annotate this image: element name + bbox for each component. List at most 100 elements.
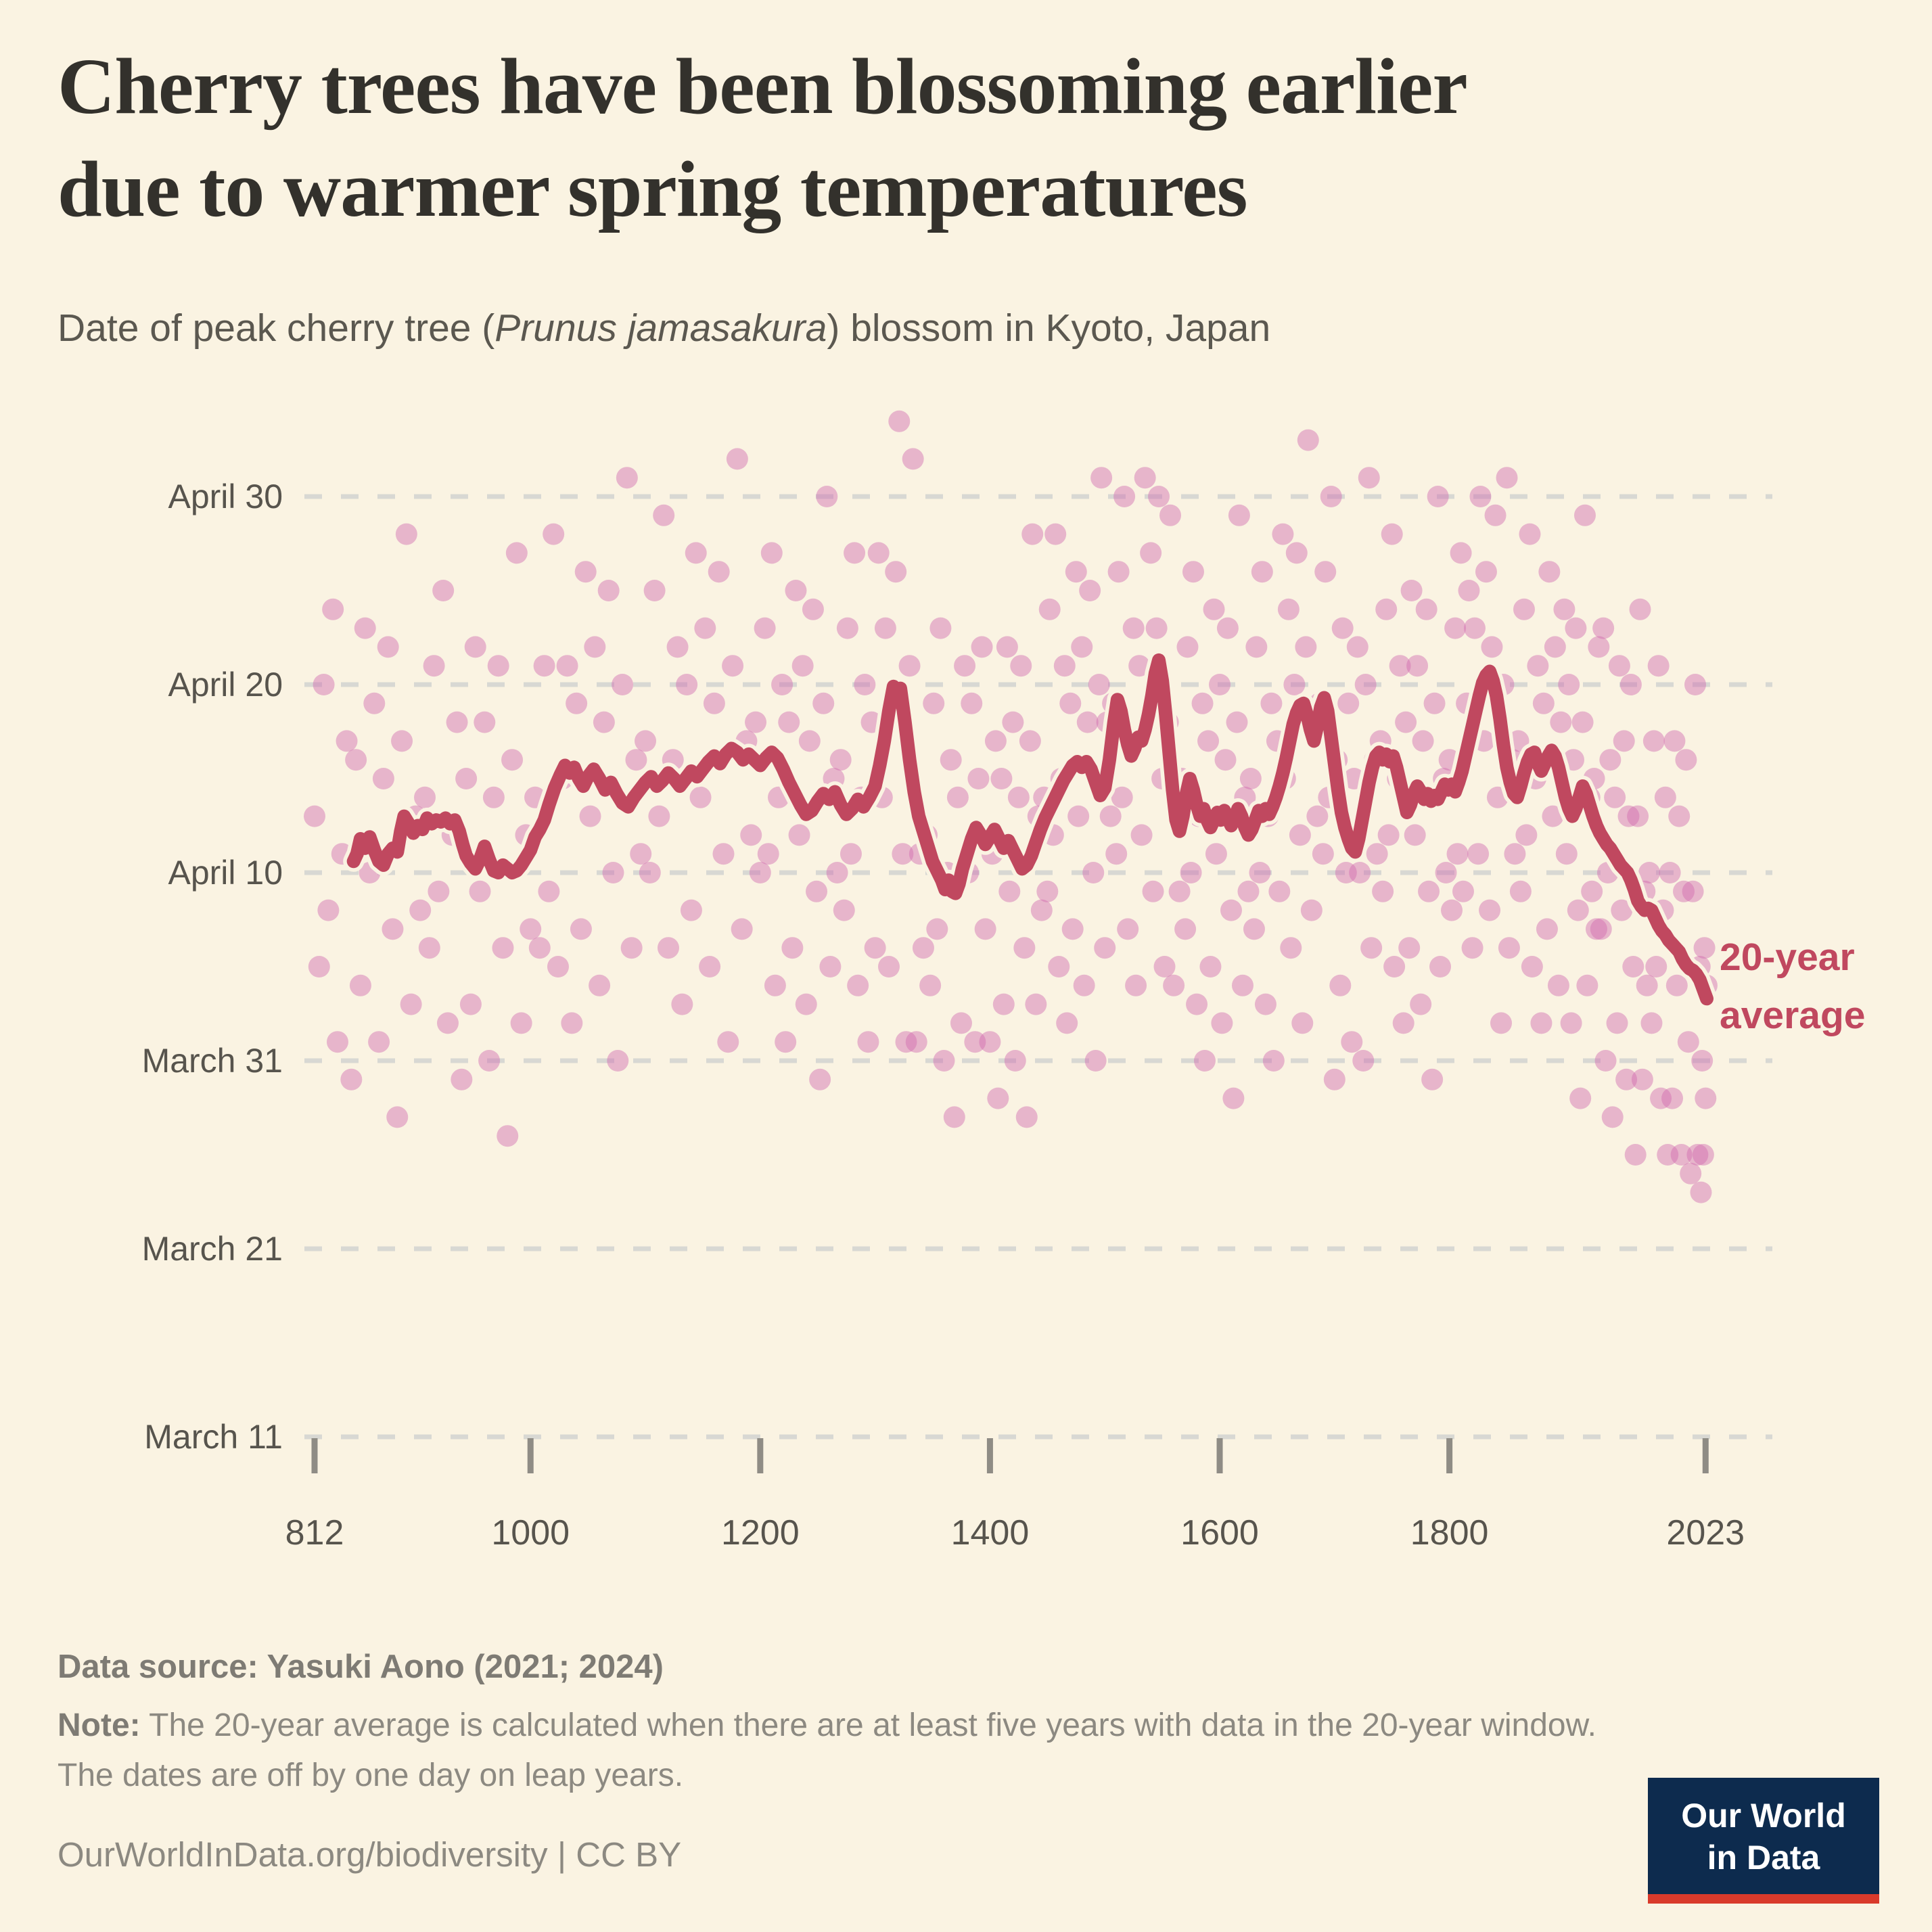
scatter-point[interactable] [1067,805,1090,827]
scatter-point[interactable] [1498,937,1520,959]
scatter-point[interactable] [1289,824,1311,846]
scatter-point[interactable] [812,692,835,714]
scatter-point[interactable] [926,918,948,940]
scatter-point[interactable] [308,956,330,978]
scatter-point[interactable] [1617,805,1640,827]
scatter-point[interactable] [418,937,440,959]
scatter-point[interactable] [1642,730,1665,752]
scatter-point[interactable] [1686,1144,1709,1166]
scatter-point[interactable] [1366,843,1388,865]
scatter-point[interactable] [1111,786,1133,808]
scatter-point[interactable] [1513,598,1535,620]
scatter-point[interactable] [612,674,634,695]
scatter-point[interactable] [912,937,934,959]
scatter-point[interactable] [497,1125,519,1147]
scatter-point[interactable] [1015,1106,1038,1128]
scatter-point[interactable] [1372,880,1394,902]
scatter-point[interactable] [1272,523,1294,545]
scatter-point[interactable] [771,674,794,695]
scatter-point[interactable] [487,655,509,677]
scatter-point[interactable] [923,692,945,714]
scatter-point[interactable] [474,711,496,733]
scatter-point[interactable] [1608,655,1630,677]
scatter-point[interactable] [382,918,404,940]
scatter-point[interactable] [1285,542,1308,564]
scatter-point[interactable] [902,448,924,470]
scatter-point[interactable] [1002,711,1024,733]
scatter-point[interactable] [998,880,1021,902]
scatter-point[interactable] [1542,805,1564,827]
scatter-point[interactable] [703,692,725,714]
scatter-point[interactable] [1226,711,1248,733]
scatter-point[interactable] [996,636,1018,658]
scatter-point[interactable] [987,1087,1009,1109]
scatter-point[interactable] [1335,862,1357,883]
scatter-point[interactable] [791,655,814,677]
scatter-point[interactable] [671,993,693,1015]
scatter-point[interactable] [802,598,824,620]
scatter-point[interactable] [1585,918,1607,940]
scatter-point[interactable] [1592,617,1615,639]
scatter-point[interactable] [1406,655,1429,677]
scatter-point[interactable] [1682,880,1704,902]
scatter-point[interactable] [428,880,450,902]
scatter-point[interactable] [1404,824,1426,846]
scatter-point[interactable] [1105,843,1128,865]
scatter-point[interactable] [1519,523,1541,545]
scatter-point[interactable] [1398,937,1421,959]
scatter-point[interactable] [1084,1050,1107,1072]
scatter-point[interactable] [1168,880,1191,902]
scatter-point[interactable] [432,580,455,601]
scatter-point[interactable] [1668,805,1690,827]
scatter-point[interactable] [1538,561,1561,583]
scatter-point[interactable] [717,1031,739,1053]
scatter-point[interactable] [1567,899,1589,921]
scatter-point[interactable] [1249,862,1271,883]
scatter-point[interactable] [699,956,721,978]
scatter-point[interactable] [533,655,555,677]
scatter-point[interactable] [1163,974,1185,996]
scatter-point[interactable] [1490,1012,1513,1034]
scatter-point[interactable] [919,974,942,996]
scatter-point[interactable] [971,636,993,658]
scatter-point[interactable] [874,617,896,639]
scatter-point[interactable] [1268,880,1291,902]
scatter-point[interactable] [561,1012,583,1034]
scatter-point[interactable] [1441,899,1463,921]
scatter-point[interactable] [436,1012,459,1034]
scatter-point[interactable] [1211,1012,1233,1034]
scatter-point[interactable] [1657,1144,1679,1166]
scatter-point[interactable] [1209,674,1231,695]
scatter-point[interactable] [892,843,914,865]
scatter-point[interactable] [685,542,707,564]
scatter-point[interactable] [806,880,828,902]
scatter-point[interactable] [764,974,786,996]
scatter-point[interactable] [829,749,852,771]
scatter-point[interactable] [1025,993,1047,1015]
scatter-point[interactable] [1569,1087,1592,1109]
scatter-point[interactable] [1381,523,1403,545]
scatter-point[interactable] [1395,711,1417,733]
scatter-point[interactable] [354,617,376,639]
scatter-point[interactable] [722,655,744,677]
scatter-point[interactable] [1629,598,1651,620]
scatter-point[interactable] [1627,805,1649,827]
scatter-point[interactable] [1684,674,1706,695]
scatter-point[interactable] [643,580,666,601]
scatter-point[interactable] [1099,805,1122,827]
scatter-point[interactable] [570,918,592,940]
scatter-point[interactable] [1010,655,1032,677]
scatter-point[interactable] [566,692,588,714]
scatter-point[interactable] [712,843,735,865]
scatter-point[interactable] [836,617,858,639]
scatter-point[interactable] [1297,429,1319,451]
scatter-point[interactable] [1300,899,1322,921]
scatter-point[interactable] [1295,636,1317,658]
scatter-point[interactable] [1624,1144,1647,1166]
scatter-point[interactable] [1216,617,1239,639]
scatter-point[interactable] [1640,1012,1663,1034]
scatter-point[interactable] [1349,862,1371,883]
scatter-point[interactable] [1019,730,1041,752]
scatter-point[interactable] [1622,956,1644,978]
scatter-point[interactable] [1427,486,1449,507]
